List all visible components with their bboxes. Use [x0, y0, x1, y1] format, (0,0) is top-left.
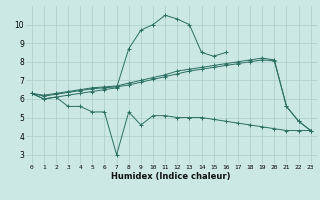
X-axis label: Humidex (Indice chaleur): Humidex (Indice chaleur): [111, 172, 231, 181]
